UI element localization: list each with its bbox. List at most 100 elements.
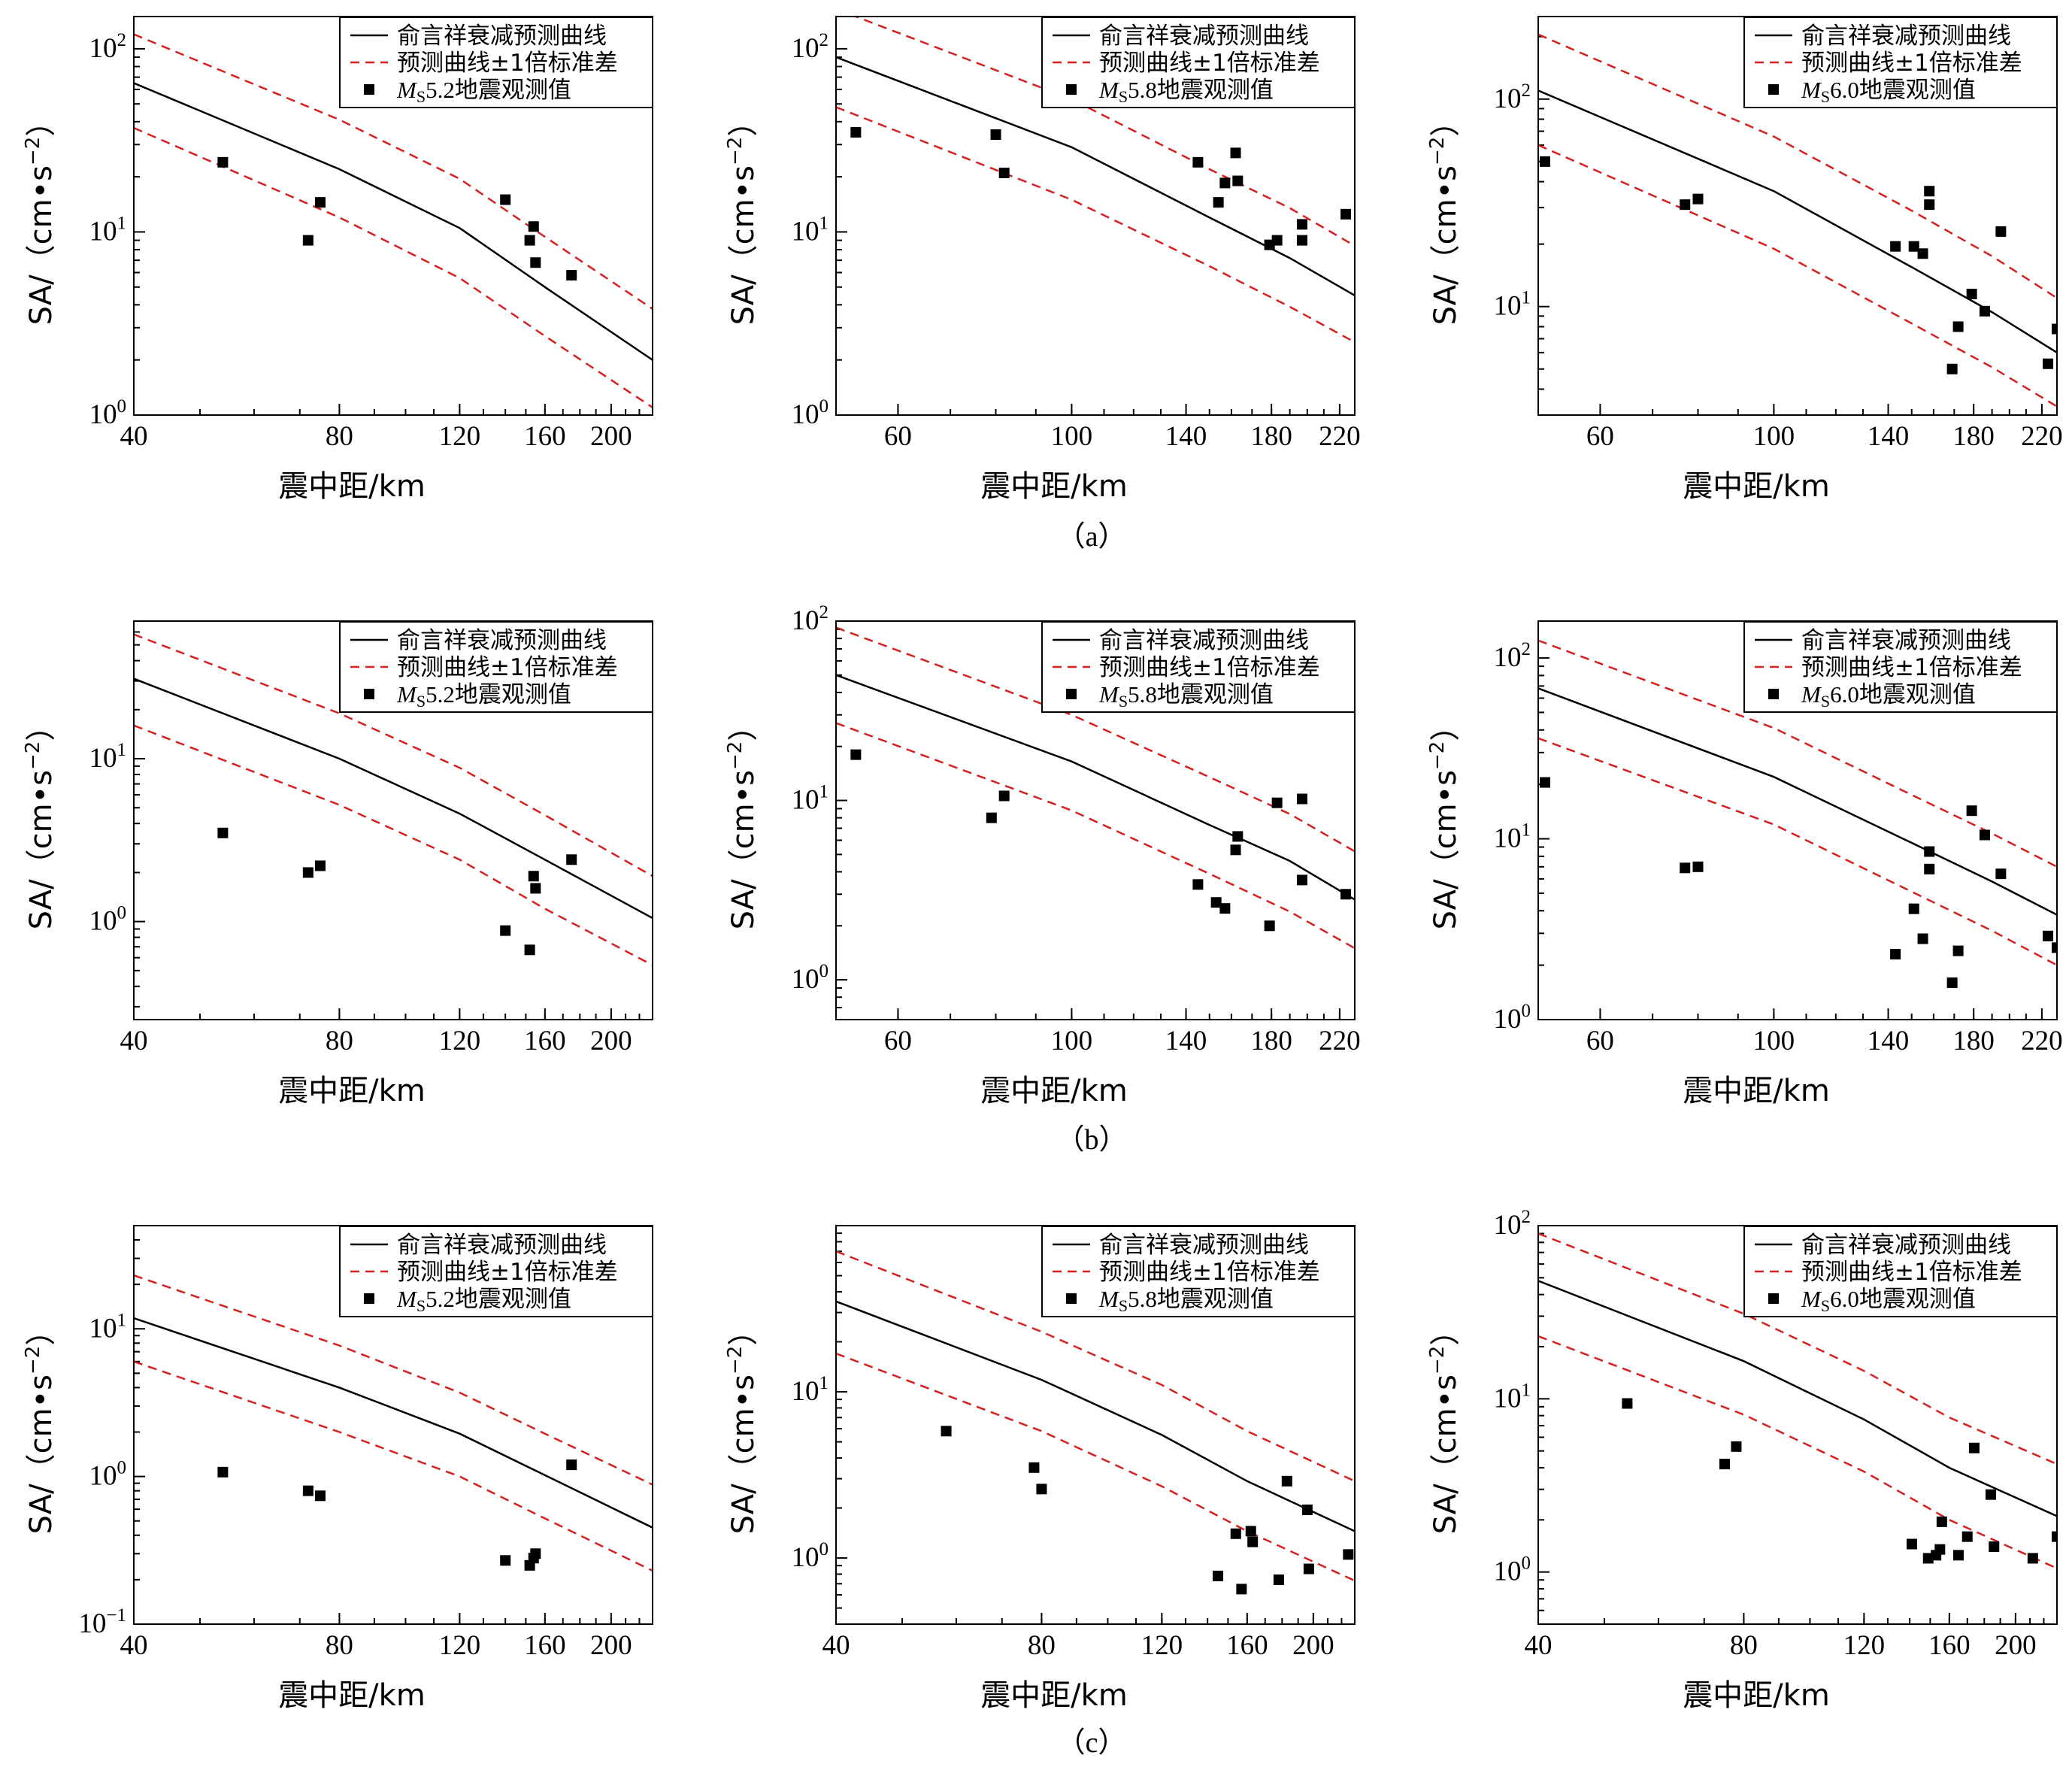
std-minus-curve	[836, 722, 1355, 950]
obs-point	[1281, 1475, 1292, 1487]
obs-point	[500, 1555, 511, 1566]
obs-point	[1036, 1484, 1047, 1495]
x-tick-label: 40	[1525, 1630, 1552, 1661]
legend-box	[339, 1226, 653, 1317]
legend-box	[1743, 621, 2058, 713]
x-tick-label: 80	[326, 421, 353, 452]
mean-curve	[1538, 687, 2057, 916]
obs-point	[1692, 861, 1704, 872]
obs-point	[2052, 1531, 2057, 1542]
y-tick-label: 101	[89, 740, 127, 774]
plot-area	[134, 1274, 653, 1572]
plot-area	[836, 626, 1355, 950]
obs-point	[217, 1466, 229, 1478]
y-tick-label: 102	[792, 602, 829, 636]
obs-point	[1213, 197, 1224, 208]
obs-point	[530, 883, 541, 894]
obs-point	[1692, 193, 1704, 205]
x-tick-label: 140	[1868, 1026, 1910, 1056]
x-tick-label: 120	[439, 1630, 481, 1661]
obs-point	[500, 194, 511, 205]
y-axis-label: SA/（cm•s−2）	[724, 1316, 761, 1535]
y-axis-label: SA/（cm•s−2）	[724, 711, 761, 930]
legend-line-label: 俞言祥衰减预测曲线	[397, 627, 607, 654]
x-tick-label: 80	[1028, 1630, 1056, 1661]
obs-point	[998, 790, 1010, 802]
y-tick-label: 101	[792, 782, 829, 816]
x-tick-label: 140	[1165, 421, 1207, 452]
obs-point	[1924, 199, 1935, 211]
legend-obs-swatch	[1066, 689, 1077, 699]
obs-point	[1232, 175, 1244, 186]
x-tick-label: 180	[1250, 1026, 1292, 1056]
legend-obs-swatch	[1768, 689, 1779, 699]
x-tick-label: 80	[326, 1026, 353, 1056]
mean-curve	[134, 82, 653, 361]
y-tick-label: 101	[792, 213, 829, 247]
obs-point	[1230, 844, 1241, 856]
obs-point	[530, 257, 541, 268]
obs-point	[1539, 156, 1550, 167]
x-tick-label: 140	[1165, 1026, 1207, 1056]
obs-point	[2052, 942, 2057, 953]
obs-point	[1539, 777, 1550, 788]
panels: 40 80 120 160 200 100 101 102 震中距/km SA/（cm•s−2） 俞…	[22, 16, 2063, 1713]
legend-line-label: 俞言祥衰减预测曲线	[1801, 627, 2011, 654]
legend-dash-label: 预测曲线±1倍标准差	[1099, 654, 1320, 681]
chart-2-2: 40 80 120 160 200 100 101 102 震中距/km SA/（cm•s−2） 俞…	[1426, 1207, 2058, 1713]
obs-point	[302, 1485, 314, 1496]
legend-obs-label: MS6.0地震观测值	[1801, 1286, 1976, 1315]
obs-point	[524, 944, 535, 956]
legend-obs-label: MS5.8地震观测值	[1098, 681, 1274, 711]
y-axis-label: SA/（cm•s−2）	[22, 711, 59, 930]
std-minus-curve	[1538, 144, 2057, 408]
x-tick-label: 180	[1952, 421, 1995, 452]
mean-curve	[836, 674, 1355, 901]
obs-point	[1924, 186, 1935, 197]
x-tick-label: 120	[1141, 1630, 1183, 1661]
x-tick-label: 40	[120, 421, 148, 452]
legend-line-label: 俞言祥衰减预测曲线	[1801, 23, 2011, 50]
y-axis-label: SA/（cm•s−2）	[1426, 1316, 1463, 1535]
std-plus-curve	[1538, 639, 2057, 868]
obs-point	[2043, 358, 2054, 369]
obs-point	[314, 860, 326, 871]
x-tick-label: 60	[1586, 421, 1614, 452]
obs-point	[1296, 235, 1307, 246]
legend-obs-label: MS6.0地震观测值	[1801, 681, 1976, 711]
obs-point	[1296, 219, 1307, 230]
y-tick-label: 102	[1494, 80, 1531, 114]
y-tick-label: 102	[1494, 1207, 1531, 1241]
obs-point	[1622, 1398, 1633, 1409]
obs-point	[1210, 897, 1222, 908]
y-tick-label: 101	[89, 1310, 127, 1344]
obs-point	[1995, 226, 2007, 237]
y-tick-label: 101	[1494, 1380, 1531, 1414]
obs-point	[1192, 879, 1204, 890]
obs-point	[1979, 829, 1990, 841]
x-tick-label: 220	[1319, 1026, 1361, 1056]
obs-point	[1301, 1504, 1313, 1515]
obs-point	[1934, 1544, 1946, 1555]
obs-point	[1890, 241, 1901, 252]
x-axis-label: 震中距/km	[1683, 469, 1830, 504]
obs-point	[1192, 156, 1204, 168]
obs-point	[528, 871, 539, 882]
plot-area	[1538, 639, 2057, 988]
x-axis-label: 震中距/km	[1683, 1678, 1830, 1713]
y-axis-label: SA/（cm•s−2）	[22, 107, 59, 326]
obs-point	[1232, 831, 1244, 842]
obs-point	[941, 1426, 952, 1437]
obs-point	[2043, 930, 2054, 941]
obs-point	[1908, 903, 1919, 914]
obs-point	[2052, 323, 2057, 335]
x-axis-label: 震中距/km	[1683, 1074, 1830, 1108]
obs-point	[302, 867, 314, 878]
obs-point	[2027, 1553, 2038, 1564]
obs-point	[1236, 1584, 1247, 1595]
x-tick-label: 160	[524, 421, 566, 452]
